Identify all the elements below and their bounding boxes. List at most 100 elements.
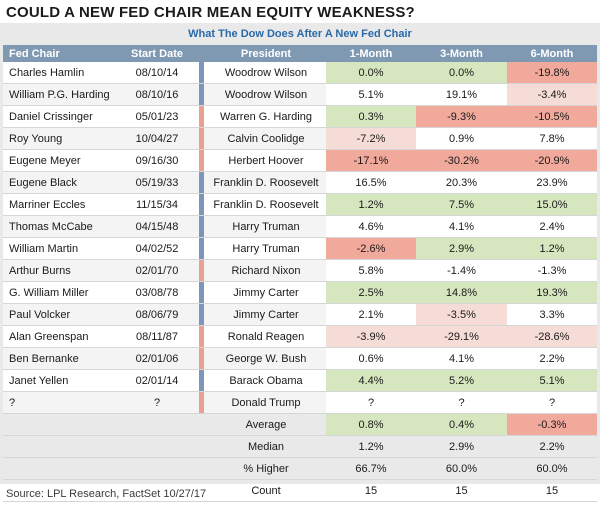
president-cell: Barack Obama [206,369,326,392]
republican-party-bar [199,260,204,281]
party-bar-cell [197,149,206,172]
return-6-month-cell: -19.8% [507,62,597,84]
table-row: Ben Bernanke 02/01/06 George W. Bush 0.6% 4.… [3,347,597,370]
return-3-month-cell: -3.5% [416,303,507,326]
president-cell: Richard Nixon [206,259,326,282]
republican-party-bar [199,326,204,347]
fed-chair-cell: Daniel Crissinger [3,105,117,128]
democrat-party-bar [199,282,204,303]
summary-3-month-cell: 0.4% [416,413,507,436]
summary-label-cell: % Higher [243,462,289,475]
table-row: William Martin 04/02/52 Harry Truman -2.6% 2… [3,237,597,260]
party-bar-cell [197,105,206,128]
fed-chair-cell: Janet Yellen [3,369,117,392]
start-date-cell: 02/01/14 [117,369,197,392]
return-1-month-cell: 5.1% [326,83,416,106]
start-date-cell: 08/11/87 [117,325,197,348]
summary-3-month-cell: 2.9% [448,440,475,453]
fed-chair-cell: Alan Greenspan [3,325,117,348]
fed-chair-table: Fed Chair Start Date President 1-Month 3… [3,45,597,502]
return-3-month-cell: 5.2% [416,369,507,392]
start-date-cell: 08/06/79 [117,303,197,326]
col-header-3-month: 3-Month [416,45,507,62]
party-bar-cell [197,193,206,216]
return-3-month-cell: -9.3% [416,105,507,128]
president-cell: Jimmy Carter [206,303,326,326]
summary-1-month-cell: 15 [364,484,378,497]
return-3-month-cell: 14.8% [416,281,507,304]
fed-chair-cell: Paul Volcker [3,303,117,326]
democrat-party-bar [199,304,204,325]
republican-party-bar [199,128,204,149]
party-bar-cell [197,259,206,282]
return-3-month-cell: 0.9% [416,127,507,150]
col-header-fed-chair: Fed Chair [3,45,117,62]
return-1-month-cell: 16.5% [326,171,416,194]
return-6-month-cell: 15.0% [507,193,597,216]
fed-chair-cell: Charles Hamlin [3,62,117,84]
president-cell: Woodrow Wilson [206,62,326,84]
summary-empty-cell [3,414,117,436]
return-1-month-cell: 0.0% [326,62,416,84]
democrat-party-bar [199,238,204,259]
page-title: COULD A NEW FED CHAIR MEAN EQUITY WEAKNE… [6,4,415,21]
summary-empty-cell [3,436,117,458]
table-header-row: Fed Chair Start Date President 1-Month 3… [3,45,597,62]
summary-row: Average 0.8% 0.4% -0.3% [3,413,597,436]
fed-chair-cell: Roy Young [3,127,117,150]
summary-label-cell: Count [251,484,281,497]
president-cell: Harry Truman [206,237,326,260]
summary-3-month-cell: 15 [455,484,468,497]
summary-empty-cell [197,436,206,458]
president-cell: Franklin D. Roosevelt [206,171,326,194]
return-6-month-cell: 19.3% [507,281,597,304]
summary-label-cell: Average [245,418,287,431]
party-bar-cell [197,215,206,238]
return-1-month-cell: 4.6% [326,215,416,238]
president-cell: Herbert Hoover [206,149,326,172]
republican-party-bar [199,348,204,369]
return-6-month-cell: -3.4% [507,83,597,106]
table-row: Marriner Eccles 11/15/34 Franklin D. Roose… [3,193,597,216]
democrat-party-bar [199,216,204,237]
president-cell: Jimmy Carter [206,281,326,304]
table-row: Janet Yellen 02/01/14 Barack Obama 4.4% 5.2%… [3,369,597,392]
table-row: Roy Young 10/04/27 Calvin Coolidge -7.2% 0.9… [3,127,597,150]
table-row: Charles Hamlin 08/10/14 Woodrow Wilson 0.0%… [3,62,597,84]
return-3-month-cell: 2.9% [416,237,507,260]
return-1-month-cell: 0.6% [326,347,416,370]
start-date-cell: 09/16/30 [117,149,197,172]
party-bar-cell [197,62,206,84]
summary-row: Median 1.2% 2.9% 2.2% [3,436,597,458]
return-3-month-cell: 7.5% [416,193,507,216]
summary-1-month-cell: 1.2% [358,440,384,453]
table-row: Alan Greenspan 08/11/87 Ronald Reagen -3.9%… [3,325,597,348]
return-6-month-cell: -10.5% [507,105,597,128]
col-header-president: President [206,45,326,62]
party-bar-cell [197,281,206,304]
party-bar-cell [197,127,206,150]
return-1-month-cell: -7.2% [326,127,416,150]
republican-party-bar [199,150,204,171]
start-date-cell: 05/01/23 [117,105,197,128]
president-cell: Warren G. Harding [206,105,326,128]
start-date-cell: 04/02/52 [117,237,197,260]
return-3-month-cell: ? [416,391,507,414]
return-6-month-cell: 7.8% [507,127,597,150]
return-1-month-cell: -3.9% [326,325,416,348]
summary-6-month-cell: 60.0% [536,462,568,475]
return-3-month-cell: -30.2% [416,149,507,172]
return-3-month-cell: 0.0% [416,62,507,84]
president-cell: Harry Truman [206,215,326,238]
party-bar-cell [197,369,206,392]
fed-chair-cell: ? [3,391,117,414]
return-1-month-cell: -2.6% [326,237,416,260]
return-3-month-cell: 20.3% [416,171,507,194]
summary-6-month-cell: 2.2% [539,440,565,453]
return-6-month-cell: -20.9% [507,149,597,172]
col-header-1-month: 1-Month [326,45,416,62]
president-cell: Calvin Coolidge [206,127,326,150]
summary-6-month-cell: 15 [545,484,559,497]
return-1-month-cell: 1.2% [326,193,416,216]
summary-row: % Higher 66.7% 60.0% 60.0% [3,458,597,480]
